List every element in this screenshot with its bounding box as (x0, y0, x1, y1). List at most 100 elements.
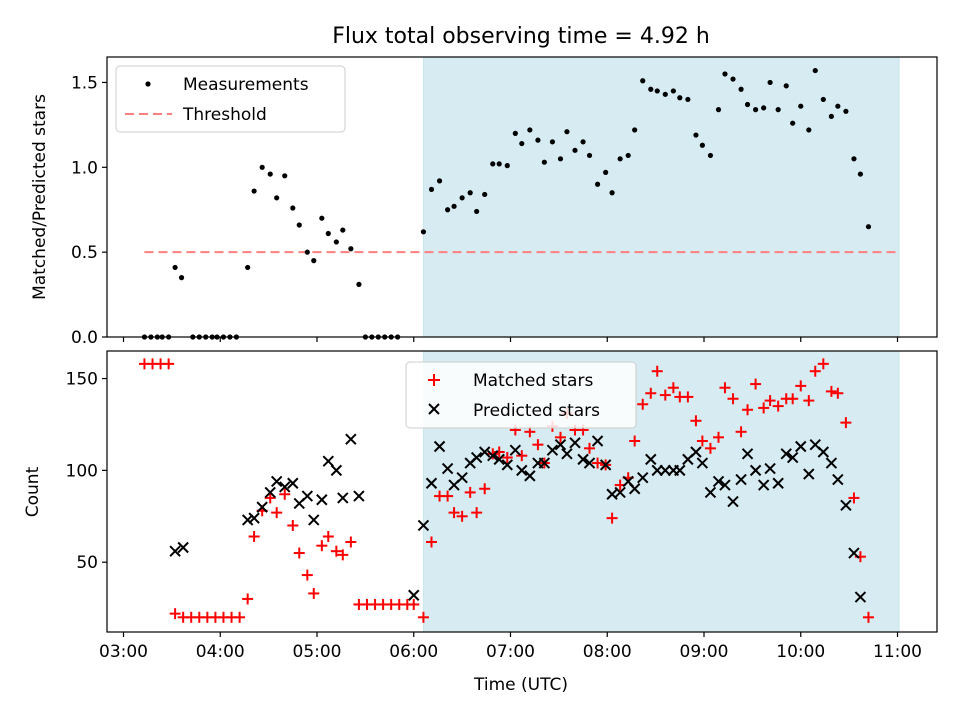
measurement-point (445, 207, 450, 212)
measurement-point (319, 216, 324, 221)
legend-measurements-marker (145, 81, 150, 86)
measurement-point (829, 114, 834, 119)
measurement-point (821, 97, 826, 102)
measurement-point (618, 156, 623, 161)
measurement-point (572, 148, 577, 153)
bottom-x-tick-label: 11:00 (873, 642, 922, 662)
measurement-point (340, 227, 345, 232)
measurement-point (564, 129, 569, 134)
measurement-point (843, 109, 848, 114)
measurement-point (858, 171, 863, 176)
measurement-point (722, 71, 727, 76)
measurement-point (519, 141, 524, 146)
legend-threshold-label: Threshold (182, 105, 267, 125)
measurement-point (835, 104, 840, 109)
legend-matched-label: Matched stars (473, 371, 593, 391)
measurement-point (632, 127, 637, 132)
bottom-y-tick-label: 50 (76, 553, 98, 573)
measurement-point (334, 239, 339, 244)
top-y-tick-label: 0.5 (71, 243, 98, 263)
top-observing-window (423, 57, 899, 337)
bottom-x-tick-label: 03:00 (99, 642, 148, 662)
measurement-point (252, 188, 257, 193)
bottom-x-tick-label: 06:00 (389, 642, 438, 662)
measurement-point (671, 88, 676, 93)
measurement-point (268, 171, 273, 176)
measurement-point (542, 160, 547, 165)
measurement-point (482, 192, 487, 197)
measurement-point (490, 161, 495, 166)
measurement-point (245, 265, 250, 270)
measurement-point (558, 156, 563, 161)
measurement-point (587, 153, 592, 158)
measurement-point (648, 87, 653, 92)
measurement-point (730, 76, 735, 81)
bottom-legend: Matched stars Predicted stars (406, 362, 636, 428)
measurement-point (356, 282, 361, 287)
measurement-point (761, 105, 766, 110)
measurement-point (866, 224, 871, 229)
measurement-point (716, 107, 721, 112)
legend-measurements-label: Measurements (183, 75, 309, 95)
chart-title: Flux total observing time = 4.92 h (332, 24, 710, 49)
measurement-point (173, 265, 178, 270)
measurement-point (497, 161, 502, 166)
measurement-point (535, 138, 540, 143)
measurement-point (421, 229, 426, 234)
measurement-point (745, 102, 750, 107)
measurement-point (806, 127, 811, 132)
chart-figure: Flux total observing time = 4.92 h 0.0 0.… (0, 0, 960, 720)
top-y-tick-label: 0.0 (71, 328, 98, 348)
top-y-axis-label: Matched/Predicted stars (30, 94, 50, 300)
measurement-point (580, 139, 585, 144)
measurement-point (784, 83, 789, 88)
measurement-point (626, 153, 631, 158)
measurement-point (550, 139, 555, 144)
measurement-point (305, 250, 310, 255)
bottom-x-tick-label: 10:00 (776, 642, 825, 662)
bottom-x-tick-label: 07:00 (486, 642, 535, 662)
measurement-point (798, 104, 803, 109)
bottom-x-tick-label: 05:00 (293, 642, 342, 662)
measurement-point (179, 275, 184, 280)
measurement-point (851, 156, 856, 161)
measurement-point (348, 246, 353, 251)
bottom-x-tick-label: 04:00 (196, 642, 245, 662)
measurement-point (609, 190, 614, 195)
measurement-point (474, 209, 479, 214)
measurement-point (700, 143, 705, 148)
measurement-point (813, 68, 818, 73)
measurement-point (738, 87, 743, 92)
measurement-point (693, 132, 698, 137)
measurement-point (527, 127, 532, 132)
bottom-x-tick-label: 08:00 (583, 642, 632, 662)
measurement-point (513, 131, 518, 136)
top-y-tick-label: 1.5 (71, 73, 98, 93)
measurement-point (437, 178, 442, 183)
measurement-point (311, 258, 316, 263)
bottom-y-tick-label: 150 (66, 370, 98, 390)
bottom-x-tick-label: 09:00 (680, 642, 729, 662)
measurement-point (282, 173, 287, 178)
measurement-point (451, 204, 456, 209)
measurement-point (290, 205, 295, 210)
measurement-point (603, 170, 608, 175)
measurement-point (326, 231, 331, 236)
measurement-point (595, 182, 600, 187)
bottom-y-tick-label: 100 (66, 461, 98, 481)
measurement-point (790, 121, 795, 126)
measurement-point (505, 163, 510, 168)
measurement-point (685, 97, 690, 102)
measurement-point (640, 78, 645, 83)
measurement-point (460, 195, 465, 200)
measurement-point (655, 88, 660, 93)
measurement-point (274, 195, 279, 200)
measurement-point (677, 95, 682, 100)
measurement-point (429, 187, 434, 192)
bottom-y-axis-label: Count (23, 466, 43, 517)
measurement-point (776, 107, 781, 112)
top-y-tick-label: 1.0 (71, 158, 98, 178)
legend-predicted-label: Predicted stars (473, 401, 600, 421)
top-legend: Measurements Threshold (116, 66, 345, 132)
measurement-point (468, 190, 473, 195)
